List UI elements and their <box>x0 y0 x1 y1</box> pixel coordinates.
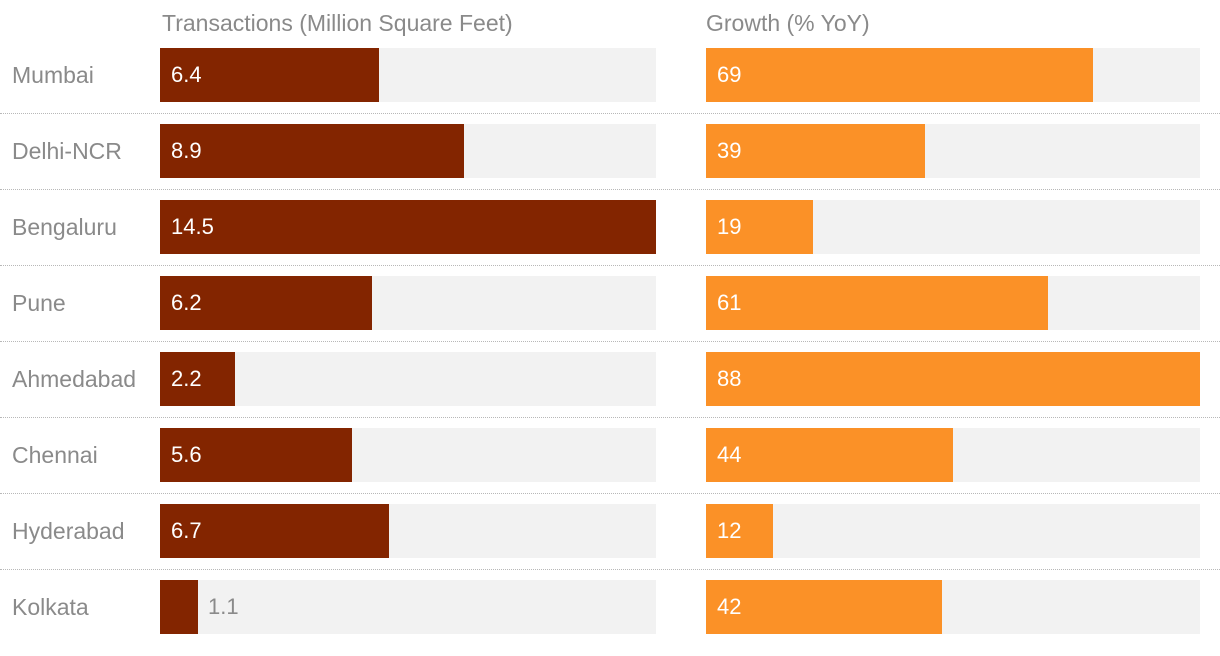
chart-row: Hyderabad 6.7 12 <box>0 504 1220 580</box>
transactions-value-label: 6.2 <box>171 290 202 315</box>
transactions-value-label: 6.4 <box>171 62 202 87</box>
row-separator <box>0 417 1220 418</box>
category-label: Bengaluru <box>12 214 117 240</box>
transactions-value-label: 1.1 <box>208 594 239 619</box>
category-label: Ahmedabad <box>12 366 137 392</box>
row-separator <box>0 265 1220 266</box>
growth-value-label: 69 <box>717 62 742 87</box>
growth-bar-track: 88 <box>706 352 1200 406</box>
category-label: Mumbai <box>12 62 94 88</box>
transactions-bar <box>160 580 198 634</box>
transactions-value-label: 8.9 <box>171 138 202 163</box>
growth-bar <box>706 200 813 254</box>
transactions-bar-track: 6.7 <box>160 504 656 558</box>
row-separator <box>0 569 1220 570</box>
growth-value-label: 39 <box>717 138 742 163</box>
transactions-bar-track: 1.1 <box>160 580 656 634</box>
growth-bar-track: 39 <box>706 124 1200 178</box>
transactions-bar-track: 14.5 <box>160 200 656 254</box>
growth-value-label: 19 <box>717 214 742 239</box>
growth-bar <box>706 504 773 558</box>
growth-bar <box>706 580 942 634</box>
transactions-bar-track: 2.2 <box>160 352 656 406</box>
growth-bar <box>706 276 1048 330</box>
growth-bar-track: 69 <box>706 48 1200 102</box>
growth-bar <box>706 352 1200 406</box>
growth-bar-track: 44 <box>706 428 1200 482</box>
row-separator <box>0 113 1220 114</box>
chart-row: Mumbai 6.4 69 <box>0 48 1220 124</box>
transactions-value-label: 2.2 <box>171 366 202 391</box>
transactions-bar-track: 8.9 <box>160 124 656 178</box>
growth-bar <box>706 48 1093 102</box>
growth-bar <box>706 124 925 178</box>
chart-row: Pune 6.2 61 <box>0 276 1220 352</box>
growth-value-label: 61 <box>717 290 742 315</box>
growth-bar-track: 19 <box>706 200 1200 254</box>
category-label: Chennai <box>12 442 98 468</box>
chart-row: Delhi-NCR 8.9 39 <box>0 124 1220 200</box>
category-label: Delhi-NCR <box>12 138 122 164</box>
growth-value-label: 12 <box>717 518 742 543</box>
transactions-value-label: 14.5 <box>171 214 214 239</box>
chart-row: Kolkata 1.1 42 <box>0 580 1220 656</box>
chart-row: Chennai 5.6 44 <box>0 428 1220 504</box>
chart-row: Bengaluru 14.5 19 <box>0 200 1220 276</box>
category-label: Pune <box>12 290 66 316</box>
transactions-bar <box>160 124 464 178</box>
transactions-bar-track: 6.2 <box>160 276 656 330</box>
transactions-bar-track: 5.6 <box>160 428 656 482</box>
growth-bar-track: 42 <box>706 580 1200 634</box>
row-separator <box>0 189 1220 190</box>
chart-row: Ahmedabad 2.2 88 <box>0 352 1220 428</box>
growth-bar-track: 61 <box>706 276 1200 330</box>
growth-bar <box>706 428 953 482</box>
transactions-bar <box>160 352 235 406</box>
transactions-bar <box>160 504 389 558</box>
category-label: Kolkata <box>12 594 89 620</box>
transactions-bar <box>160 276 372 330</box>
transactions-column-header: Transactions (Million Square Feet) <box>162 10 513 36</box>
row-separator <box>0 493 1220 494</box>
transactions-bar-track: 6.4 <box>160 48 656 102</box>
growth-value-label: 44 <box>717 442 742 467</box>
category-label: Hyderabad <box>12 518 125 544</box>
transactions-value-label: 5.6 <box>171 442 202 467</box>
transactions-bar <box>160 428 352 482</box>
growth-bar-track: 12 <box>706 504 1200 558</box>
growth-value-label: 88 <box>717 366 742 391</box>
growth-column-header: Growth (% YoY) <box>706 10 870 36</box>
transactions-bar <box>160 48 379 102</box>
growth-value-label: 42 <box>717 594 742 619</box>
transactions-value-label: 6.7 <box>171 518 202 543</box>
transactions-bar <box>160 200 656 254</box>
row-separator <box>0 341 1220 342</box>
